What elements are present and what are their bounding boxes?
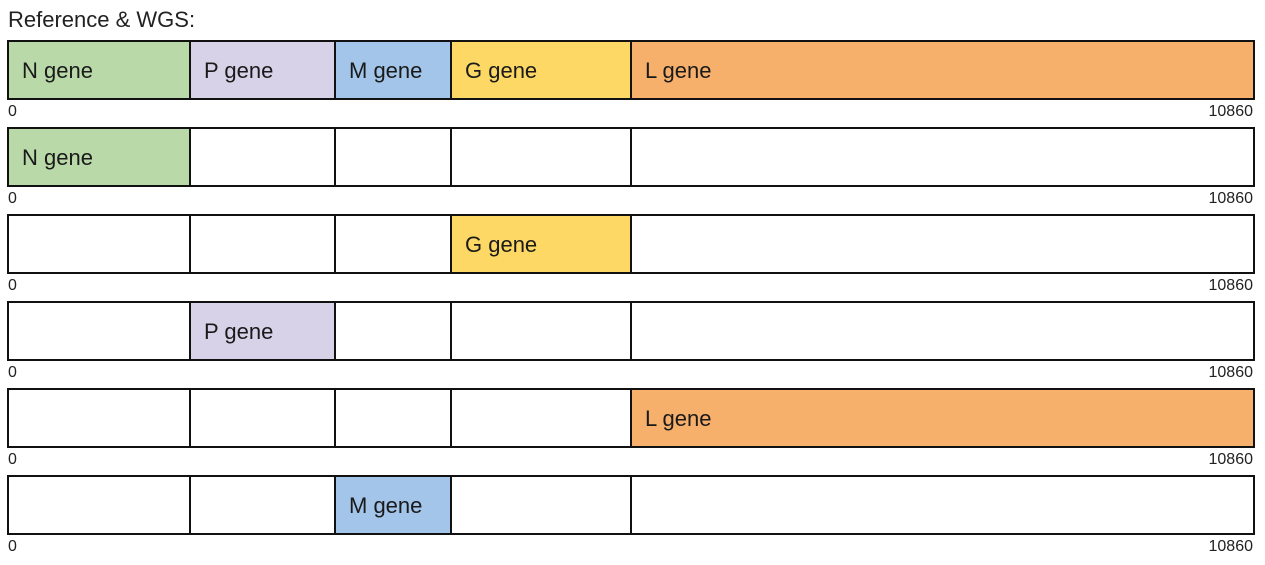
gene-segment-n [7, 214, 191, 274]
axis-start-label: 0 [8, 190, 17, 207]
gene-label-m: M gene [349, 58, 423, 83]
gene-label-l: L gene [645, 58, 712, 83]
gene-segment-m [334, 301, 452, 361]
gene-label-g: G gene [465, 58, 538, 83]
gene-bar: G gene [7, 214, 1255, 274]
gene-label-l: L gene [645, 406, 712, 431]
gene-track-6: M gene 0 10860 [7, 475, 1255, 562]
gene-track-3: G gene 0 10860 [7, 214, 1255, 301]
axis-start-label: 0 [8, 538, 17, 555]
axis-start-label: 0 [8, 103, 17, 120]
gene-bar: N gene P gene M gene G gene L gene [7, 40, 1255, 100]
gene-segment-l [630, 214, 1255, 274]
gene-segment-g: G gene [450, 214, 632, 274]
gene-label-m: M gene [349, 493, 423, 518]
axis-end-label: 10860 [1208, 538, 1254, 555]
gene-segment-n [7, 301, 191, 361]
gene-bar: L gene [7, 388, 1255, 448]
gene-segment-n: N gene [7, 40, 191, 100]
axis-end-label: 10860 [1208, 277, 1254, 294]
gene-segment-m: M gene [334, 475, 452, 535]
gene-track-5: L gene 0 10860 [7, 388, 1255, 475]
gene-track-2: N gene 0 10860 [7, 127, 1255, 214]
gene-segment-p [189, 475, 336, 535]
coordinate-axis: 0 10860 [7, 100, 1255, 124]
gene-bar: P gene [7, 301, 1255, 361]
gene-track-4: P gene 0 10860 [7, 301, 1255, 388]
gene-segment-p [189, 388, 336, 448]
axis-start-label: 0 [8, 364, 17, 381]
axis-start-label: 0 [8, 451, 17, 468]
gene-segment-n [7, 388, 191, 448]
figure-title: Reference & WGS: [8, 7, 196, 32]
gene-segment-p [189, 214, 336, 274]
gene-segment-g [450, 301, 632, 361]
coordinate-axis: 0 10860 [7, 187, 1255, 211]
gene-segment-n: N gene [7, 127, 191, 187]
gene-segment-g [450, 388, 632, 448]
gene-segment-m [334, 388, 452, 448]
gene-segment-l: L gene [630, 40, 1255, 100]
gene-label-p: P gene [204, 319, 274, 344]
gene-label-n: N gene [22, 58, 93, 83]
gene-track-1: N gene P gene M gene G gene L gene 0 10860 [7, 40, 1255, 127]
gene-label-p: P gene [204, 58, 274, 83]
gene-segment-l [630, 475, 1255, 535]
gene-segment-m [334, 214, 452, 274]
coordinate-axis: 0 10860 [7, 361, 1255, 385]
gene-label-g: G gene [465, 232, 538, 257]
gene-segment-l [630, 127, 1255, 187]
gene-segment-l [630, 301, 1255, 361]
gene-label-n: N gene [22, 145, 93, 170]
axis-end-label: 10860 [1208, 103, 1254, 120]
gene-segment-l: L gene [630, 388, 1255, 448]
coordinate-axis: 0 10860 [7, 535, 1255, 559]
gene-segment-p: P gene [189, 40, 336, 100]
gene-segment-p [189, 127, 336, 187]
gene-segment-p: P gene [189, 301, 336, 361]
axis-start-label: 0 [8, 277, 17, 294]
gene-bar: N gene [7, 127, 1255, 187]
gene-tracks: N gene P gene M gene G gene L gene 0 10860 N ge… [7, 40, 1255, 562]
gene-segment-g [450, 475, 632, 535]
coordinate-axis: 0 10860 [7, 448, 1255, 472]
gene-segment-g [450, 127, 632, 187]
axis-end-label: 10860 [1208, 451, 1254, 468]
gene-segment-m [334, 127, 452, 187]
coordinate-axis: 0 10860 [7, 274, 1255, 298]
gene-segment-m: M gene [334, 40, 452, 100]
axis-end-label: 10860 [1208, 364, 1254, 381]
gene-segment-n [7, 475, 191, 535]
gene-segment-g: G gene [450, 40, 632, 100]
axis-end-label: 10860 [1208, 190, 1254, 207]
gene-bar: M gene [7, 475, 1255, 535]
